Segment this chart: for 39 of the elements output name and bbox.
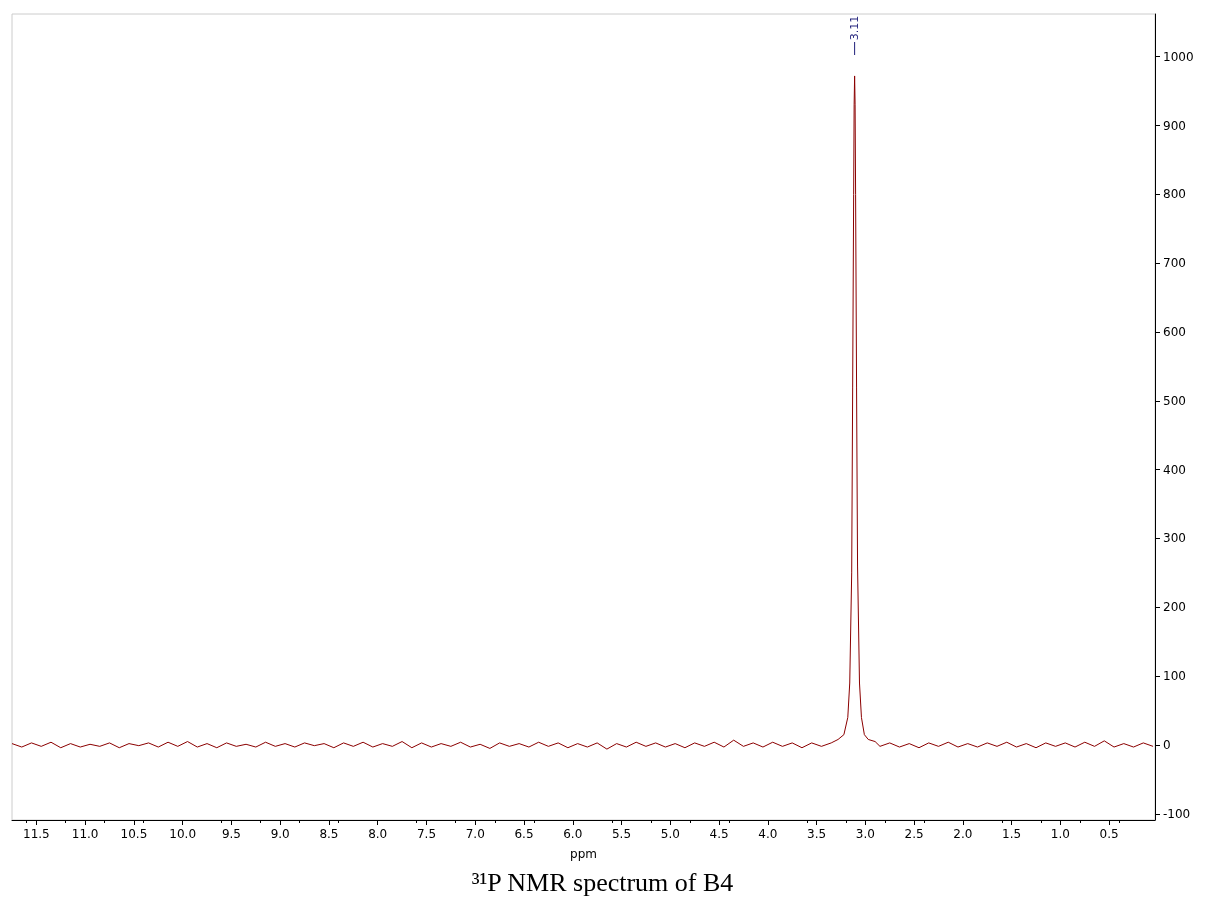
text: ³¹P NMR spectrum of B4	[471, 867, 734, 897]
y-tick-label: 500	[1163, 393, 1186, 408]
y-tick-label: 0	[1163, 737, 1171, 752]
line-series	[11, 75, 1154, 750]
x-tick-label: 1.5	[1002, 827, 1022, 841]
x-tick-label: 3.5	[807, 827, 827, 841]
x-tick-label: 5.0	[660, 827, 680, 841]
y-tick-label: 400	[1163, 462, 1186, 477]
x-tick-label: 10.0	[169, 827, 197, 841]
y-tick-label: 200	[1163, 600, 1186, 615]
x-tick-label: 4.5	[709, 827, 729, 841]
y-tick-label: 1000	[1163, 49, 1194, 64]
x-tick-label: 9.5	[221, 827, 241, 841]
x-tick-label: 0.5	[1099, 827, 1119, 841]
x-tick-label: 3.0	[855, 827, 875, 841]
y-tick-label: 700	[1163, 256, 1186, 271]
y-tick-label: -100	[1163, 806, 1191, 821]
x-tick-label: 8.0	[368, 827, 388, 841]
x-tick-label: 11.5	[23, 827, 50, 841]
x-tick-label: 10.5	[120, 827, 148, 841]
x-tick-label: 1.0	[1050, 827, 1070, 841]
x-tick-label: 6.5	[514, 827, 534, 841]
x-tick-label: 4.0	[758, 827, 778, 841]
x-tick-label: 8.5	[319, 827, 339, 841]
x-tick-label: 7.0	[465, 827, 485, 841]
y-tick-label: 900	[1163, 118, 1186, 133]
y-tick-label: 100	[1163, 669, 1186, 684]
x-tick-label: 7.5	[416, 827, 437, 841]
x-axis-title: ppm	[570, 847, 597, 861]
x-tick-label: 9.0	[270, 827, 290, 841]
y-tick-label: 300	[1163, 531, 1186, 546]
x-tick-label: 2.0	[953, 827, 973, 841]
x-tick-label: 5.5	[611, 827, 632, 841]
y-tick-label: 800	[1163, 187, 1186, 202]
x-tick-label: 6.0	[563, 827, 583, 841]
x-tick-label: 11.0	[71, 827, 99, 841]
annotation: 3.11	[848, 15, 862, 41]
y-tick-label: 600	[1163, 324, 1186, 339]
x-tick-label: 2.5	[904, 827, 924, 841]
